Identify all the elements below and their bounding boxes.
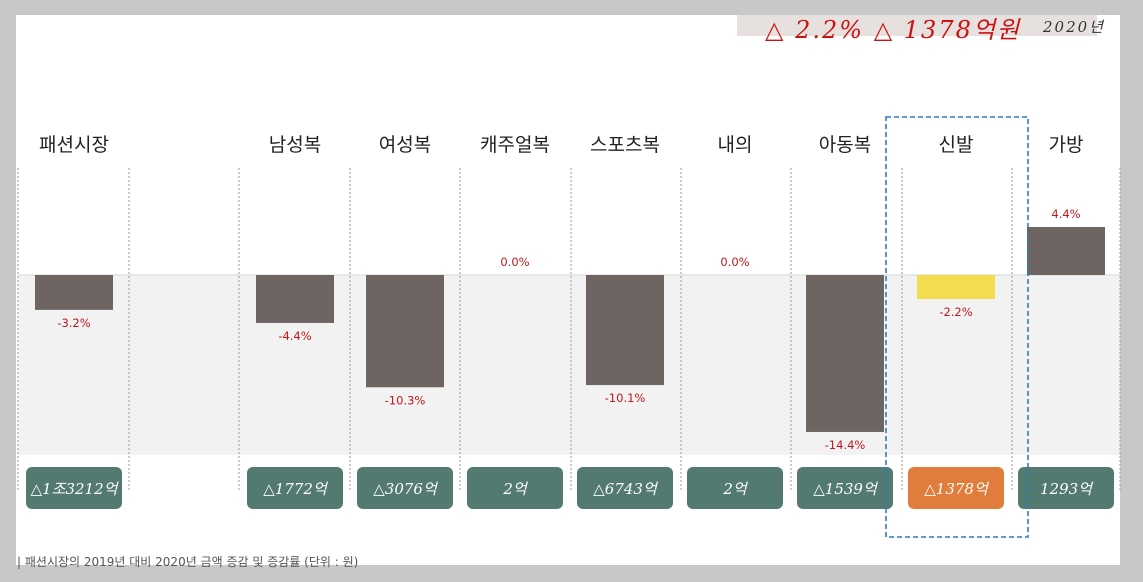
category-label: 아동복 bbox=[819, 134, 871, 156]
summary-headline: △ 2.2% △ 1378억원 bbox=[765, 16, 1022, 44]
amount-box bbox=[467, 467, 563, 509]
bar bbox=[917, 275, 995, 299]
bar bbox=[366, 275, 444, 388]
amount-box bbox=[577, 467, 673, 509]
summary-banner bbox=[737, 15, 1097, 36]
bar bbox=[1027, 227, 1105, 275]
amount-label: △1378억 bbox=[924, 480, 990, 498]
amount-box bbox=[797, 467, 893, 509]
amount-label: 2억 bbox=[722, 480, 749, 498]
data-label: 4.4% bbox=[1051, 207, 1080, 221]
amount-label: △1539억 bbox=[813, 480, 879, 498]
data-label: -3.2% bbox=[57, 316, 90, 330]
amount-label: △1772억 bbox=[263, 480, 329, 498]
data-label: -2.2% bbox=[939, 305, 972, 319]
summary-year: 2020년 bbox=[1043, 18, 1105, 36]
amount-box bbox=[247, 467, 343, 509]
chart-caption: | 패션시장의 2019년 대비 2020년 금액 증감 및 증감률 (단위 :… bbox=[17, 555, 359, 569]
bar bbox=[586, 275, 664, 386]
category-label: 스포츠복 bbox=[590, 134, 660, 156]
amount-label: 1293억 bbox=[1040, 480, 1094, 498]
amount-label: △1조3212억 bbox=[31, 480, 120, 498]
negative-band bbox=[18, 275, 1120, 455]
data-label: -4.4% bbox=[278, 329, 311, 343]
data-label: -10.3% bbox=[385, 393, 426, 407]
category-label: 내의 bbox=[718, 134, 753, 156]
bar bbox=[806, 275, 884, 432]
highlight-frame bbox=[885, 116, 1029, 538]
amount-label: 2억 bbox=[502, 480, 529, 498]
bar bbox=[35, 275, 113, 310]
amount-box bbox=[357, 467, 453, 509]
category-label: 패션시장 bbox=[39, 134, 109, 156]
category-label: 캐주얼복 bbox=[480, 134, 550, 156]
category-label: 여성복 bbox=[379, 134, 431, 156]
data-label: -14.4% bbox=[825, 438, 866, 452]
data-label: 0.0% bbox=[500, 255, 529, 269]
category-label: 가방 bbox=[1049, 134, 1084, 156]
amount-label: △6743억 bbox=[593, 480, 659, 498]
category-label: 신발 bbox=[939, 134, 974, 156]
category-label: 남성복 bbox=[269, 134, 321, 156]
bar bbox=[256, 275, 334, 323]
amount-box bbox=[1018, 467, 1114, 509]
amount-box bbox=[26, 467, 122, 509]
data-label: -10.1% bbox=[605, 391, 646, 405]
amount-label: △3076억 bbox=[373, 480, 439, 498]
amount-box bbox=[908, 467, 1004, 509]
amount-box bbox=[687, 467, 783, 509]
data-label: 0.0% bbox=[720, 255, 749, 269]
